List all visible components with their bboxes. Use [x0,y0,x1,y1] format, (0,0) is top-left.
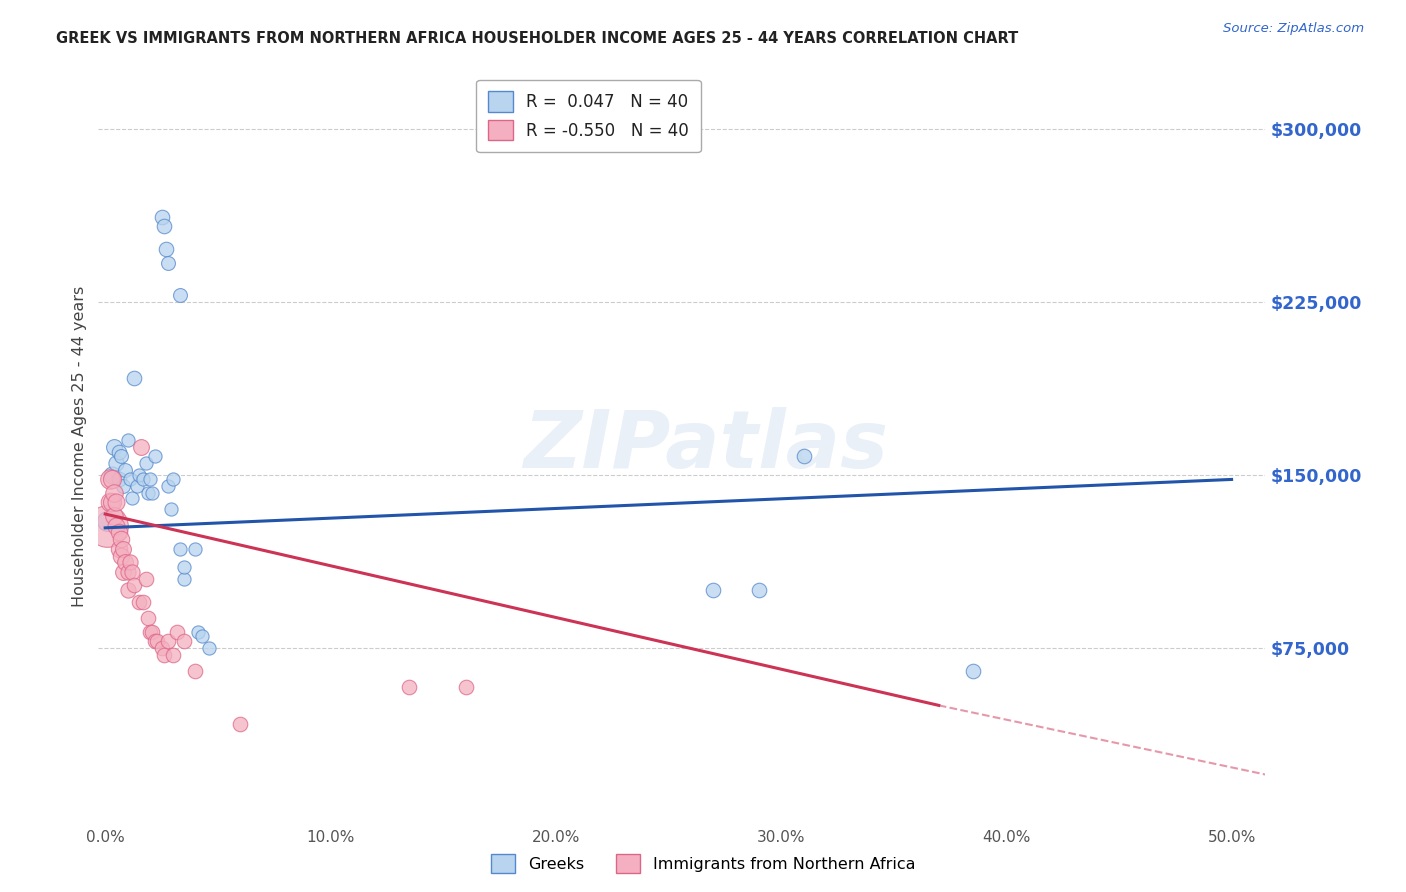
Point [107,472,129,486]
Point [962,664,984,678]
Point [184,664,207,678]
Point [169,541,191,556]
Point [143,633,166,648]
Point [124,371,146,385]
Point [114,556,136,570]
Point [110,549,132,563]
Point [110,450,132,464]
Point [110,533,132,547]
Legend: Greeks, Immigrants from Northern Africa: Greeks, Immigrants from Northern Africa [485,847,921,880]
Point [173,633,195,648]
Point [141,486,163,500]
Point [96,514,118,528]
Point [101,467,124,482]
Point [454,680,477,694]
Point [135,572,157,586]
Point [146,633,169,648]
Point [169,288,191,302]
Point [136,486,159,500]
Point [118,472,141,486]
Point [141,624,163,639]
Point [702,583,724,598]
Text: ZIPatlas: ZIPatlas [523,407,887,485]
Point [105,518,128,533]
Point [155,242,177,256]
Point [101,472,124,486]
Point [98,495,121,509]
Point [150,640,173,655]
Point [132,472,155,486]
Point [112,479,135,493]
Point [98,472,121,486]
Point [117,565,139,579]
Point [107,541,129,556]
Point [121,491,143,505]
Point [150,210,173,224]
Point [152,648,174,662]
Point [187,624,209,639]
Point [157,256,180,270]
Point [129,440,152,454]
Point [143,450,166,464]
Point [114,463,136,477]
Point [103,440,125,454]
Text: GREEK VS IMMIGRANTS FROM NORTHERN AFRICA HOUSEHOLDER INCOME AGES 25 - 44 YEARS C: GREEK VS IMMIGRANTS FROM NORTHERN AFRICA… [56,31,1018,46]
Point [793,450,815,464]
Point [166,624,188,639]
Point [105,495,128,509]
Point [132,594,155,608]
Point [162,472,184,486]
Point [198,640,221,655]
Text: Source: ZipAtlas.com: Source: ZipAtlas.com [1223,22,1364,36]
Point [125,479,148,493]
Legend: R =  0.047   N = 40, R = -0.550   N = 40: R = 0.047 N = 40, R = -0.550 N = 40 [477,79,700,152]
Point [128,594,150,608]
Point [152,219,174,233]
Point [162,648,184,662]
Point [124,578,146,592]
Point [173,572,195,586]
Point [112,565,135,579]
Y-axis label: Householder Income Ages 25 - 44 years: Householder Income Ages 25 - 44 years [72,285,87,607]
Point [173,560,195,574]
Point [229,716,252,731]
Point [191,629,214,643]
Point [107,525,129,540]
Point [103,509,125,524]
Point [157,633,180,648]
Point [159,502,181,516]
Point [112,541,135,556]
Point [128,467,150,482]
Point [398,680,420,694]
Point [184,541,207,556]
Point [96,518,118,533]
Point [139,624,162,639]
Point [105,456,128,470]
Point [118,556,141,570]
Point [157,479,180,493]
Point [117,583,139,598]
Point [103,486,125,500]
Point [117,434,139,448]
Point [136,611,159,625]
Point [107,444,129,458]
Point [121,565,143,579]
Point [135,456,157,470]
Point [139,472,162,486]
Point [747,583,769,598]
Point [101,495,124,509]
